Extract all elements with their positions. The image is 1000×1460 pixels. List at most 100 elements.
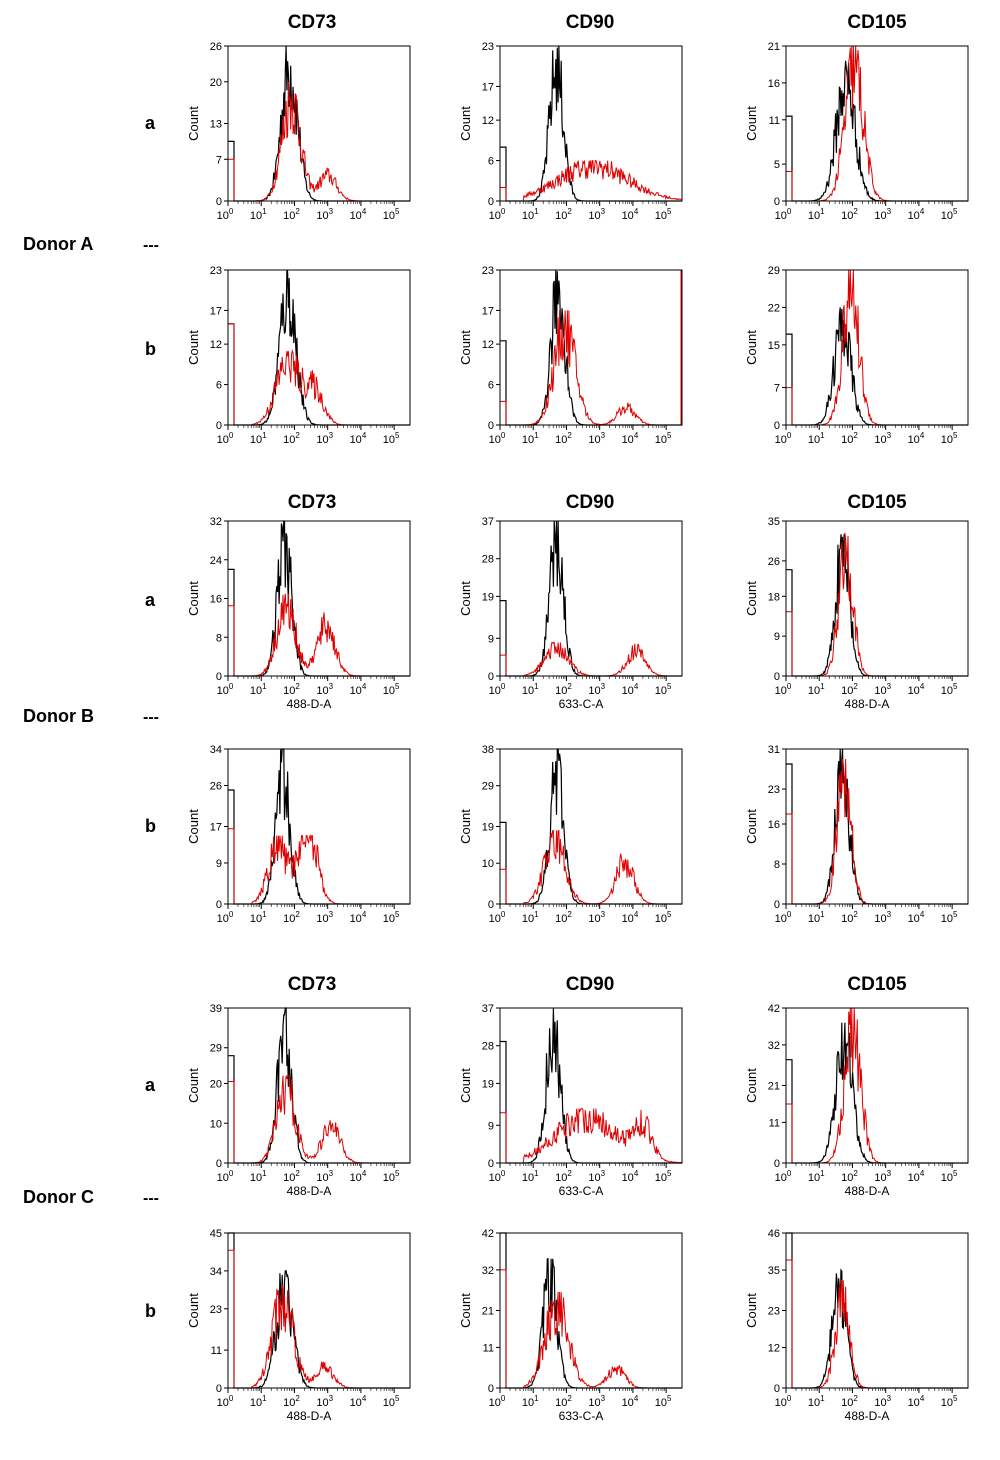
replicate-label: a [145,113,156,133]
y-tick-label: 37 [482,1003,494,1015]
y-tick-label: 34 [210,744,222,756]
marker-histogram [228,828,410,905]
y-tick-label: 10 [482,858,494,870]
x-tick-label: 101 [808,431,825,446]
x-tick-label: 102 [841,1394,858,1409]
y-axis-label: Count [186,809,201,844]
x-tick-label: 100 [775,682,792,697]
y-tick-label: 45 [210,1228,222,1240]
x-tick-label: 103 [316,1169,333,1184]
y-tick-label: 12 [482,339,494,351]
y-tick-label: 15 [768,340,780,352]
y-tick-label: 22 [768,302,780,314]
x-tick-label: 105 [655,207,672,222]
x-tick-label: 103 [316,431,333,446]
marker-header: CD90 [566,974,615,995]
x-tick-label: 105 [941,431,958,446]
y-tick-label: 0 [488,1158,494,1170]
marker-histogram [786,758,968,905]
x-tick-label: 103 [588,1394,605,1409]
x-tick-label: 105 [383,207,400,222]
marker-histogram [500,830,682,905]
y-tick-label: 0 [216,196,222,208]
isotype-histogram [500,748,682,905]
y-tick-label: 17 [482,305,494,317]
y-tick-label: 32 [210,516,222,528]
plot-frame [785,520,969,677]
x-tick-label: 103 [874,207,891,222]
y-axis-label: Count [744,1293,759,1328]
y-tick-label: 0 [774,671,780,683]
histogram-panel: 0 11 21 32 42 Count 100 101 102 103 104 105 633-C-A [458,1228,683,1423]
x-tick-label: 103 [588,1169,605,1184]
replicate-label: a [145,1075,156,1095]
donor-label: Donor C [23,1187,94,1207]
replicate-label: b [145,816,156,836]
histogram-panel: 0 8 16 23 31 Count 100 101 102 103 104 105 [744,744,969,925]
x-tick-label: 102 [555,1394,572,1409]
x-tick-label: 100 [489,1169,506,1184]
y-tick-label: 9 [488,633,494,645]
y-tick-label: 19 [482,1078,494,1090]
x-tick-label: 103 [588,910,605,925]
y-tick-label: 23 [768,1306,780,1318]
x-tick-label: 105 [655,682,672,697]
y-tick-label: 29 [768,265,780,277]
x-tick-label: 105 [383,431,400,446]
x-tick-label: 105 [383,910,400,925]
y-axis-label: Count [186,581,201,616]
x-tick-label: 100 [775,910,792,925]
x-tick-label: 101 [250,1394,267,1409]
y-tick-label: 21 [482,1306,494,1318]
isotype-histogram [500,520,682,677]
y-tick-label: 16 [210,594,222,606]
y-tick-label: 31 [768,744,780,756]
y-tick-label: 6 [488,380,494,392]
plot-frame [227,1007,411,1164]
x-axis-label: 488-D-A [845,1184,890,1198]
x-tick-label: 102 [283,1169,300,1184]
marker-histogram [500,160,683,202]
y-axis-label: Count [458,1293,473,1328]
y-tick-label: 12 [210,339,222,351]
y-tick-label: 28 [482,554,494,566]
x-tick-label: 101 [250,682,267,697]
x-tick-label: 104 [908,682,925,697]
y-tick-label: 26 [210,41,222,53]
plot-frame [499,269,683,426]
x-tick-label: 101 [808,207,825,222]
x-tick-label: 101 [250,207,267,222]
isotype-histogram [786,1232,968,1389]
y-tick-label: 23 [210,265,222,277]
histogram-panel: 0 6 12 17 23 Count 100 101 102 103 104 105 [458,265,683,446]
y-tick-label: 12 [768,1343,780,1355]
x-tick-label: 102 [841,682,858,697]
x-tick-label: 101 [808,1169,825,1184]
y-tick-label: 9 [774,631,780,643]
x-tick-label: 104 [350,431,367,446]
isotype-histogram [786,748,968,905]
isotype-histogram [228,748,410,905]
isotype-histogram [500,1232,682,1389]
marker-header: CD90 [566,492,615,513]
x-tick-label: 100 [489,682,506,697]
x-tick-label: 102 [555,910,572,925]
x-tick-label: 100 [217,1394,234,1409]
x-tick-label: 101 [522,1394,539,1409]
plot-frame [227,269,411,426]
marker-histogram [786,532,968,677]
y-tick-label: 0 [774,420,780,432]
marker-header: CD105 [847,974,907,995]
y-tick-label: 17 [210,822,222,834]
x-tick-label: 103 [874,431,891,446]
y-tick-label: 19 [482,822,494,834]
replicate-label: b [145,339,156,359]
plot-frame [785,45,969,202]
plot-frame [499,520,683,677]
marker-histogram [500,641,682,677]
y-tick-label: 8 [774,859,780,871]
x-tick-label: 102 [283,1394,300,1409]
x-tick-label: 102 [841,207,858,222]
y-tick-label: 42 [482,1228,494,1240]
y-tick-label: 26 [210,780,222,792]
